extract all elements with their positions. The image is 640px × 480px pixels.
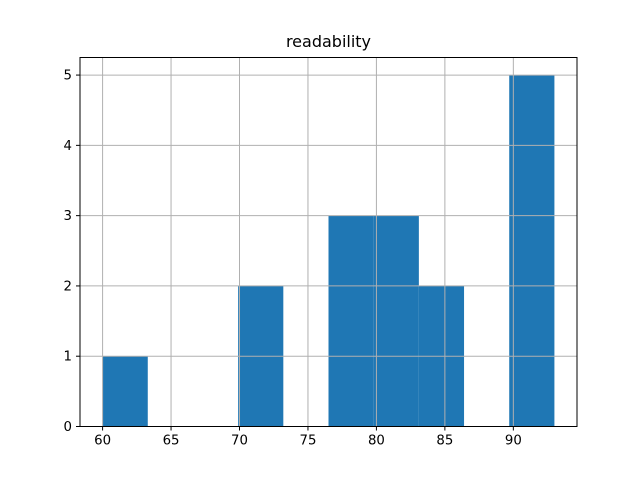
x-tick-label: 70 — [231, 434, 248, 449]
x-tick-label: 80 — [368, 434, 385, 449]
x-tick-label: 90 — [505, 434, 522, 449]
histogram-bar — [102, 356, 148, 427]
chart-title: readability — [286, 32, 371, 51]
histogram-bar — [509, 75, 555, 427]
y-tick-label: 5 — [64, 69, 72, 84]
x-tick-label: 85 — [436, 434, 453, 449]
y-tick-label: 4 — [64, 139, 72, 154]
x-tick-label: 60 — [94, 434, 111, 449]
labels-layer: 60 65 70 75 80 85 90 0 1 2 3 4 5 — [64, 69, 522, 449]
bars-layer — [102, 75, 555, 427]
axes-layer — [76, 57, 578, 431]
histogram-bar — [328, 215, 374, 427]
x-tick-label: 75 — [300, 434, 317, 449]
histogram-bar — [373, 215, 419, 427]
y-tick-label: 2 — [64, 279, 72, 294]
y-tick-label: 3 — [64, 209, 72, 224]
y-tick-label: 1 — [64, 350, 72, 365]
axis-spine — [79, 57, 578, 427]
y-tick-label: 0 — [64, 420, 72, 435]
x-tick-label: 65 — [163, 434, 180, 449]
